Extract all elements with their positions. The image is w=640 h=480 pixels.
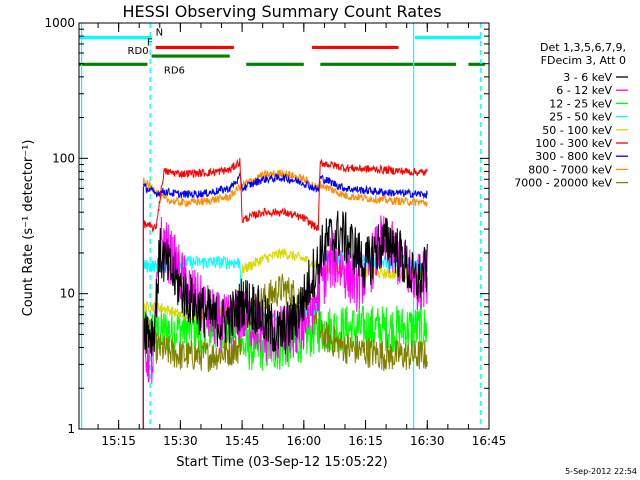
legend-header-line: FDecim 3, Att 0 — [541, 54, 626, 67]
y-tick-label: 1000 — [44, 16, 75, 30]
x-tick-label: 16:30 — [410, 434, 445, 448]
plot-frame — [78, 22, 490, 430]
series-line-3-6-kev — [142, 210, 428, 357]
axes: 1 10 100 1000 15:15 15:30 15:45 16:00 16:15 16:30… — [44, 16, 506, 448]
legend-label: 300 - 800 keV — [535, 150, 612, 163]
legend-label: 50 - 100 keV — [542, 124, 612, 137]
y-tick-label: 100 — [52, 151, 75, 165]
legend-label: 7000 - 20000 keV — [514, 177, 612, 190]
y-tick-label: 10 — [60, 287, 75, 301]
flag-rd6-label: RD6 — [164, 65, 185, 76]
timestamp-label: 5-Sep-2012 22:54 — [565, 467, 637, 476]
legend-header-line: Det 1,3,5,6,7,9, — [540, 41, 626, 54]
chart-title: HESSI Observing Summary Count Rates — [122, 2, 441, 21]
x-tick-label: 15:45 — [225, 434, 260, 448]
x-tick-label: 15:15 — [101, 434, 136, 448]
y-tick-label: 1 — [67, 422, 75, 436]
series-line-7000-20000-kev — [142, 273, 428, 373]
x-tick-label: 15:30 — [163, 434, 198, 448]
legend-label: 100 - 300 keV — [535, 137, 612, 150]
x-tick-label: 16:45 — [472, 434, 507, 448]
flag-n-label: N — [156, 28, 163, 39]
series-line-300-800-kev — [142, 172, 428, 200]
x-tick-label: 16:15 — [348, 434, 383, 448]
legend-label: 3 - 6 keV — [563, 71, 612, 84]
x-tick-label: 16:00 — [287, 434, 322, 448]
legend-label: 6 - 12 keV — [556, 84, 612, 97]
flag-rd0-label: RD0 — [128, 46, 149, 57]
legend-label: 25 - 50 keV — [549, 111, 612, 124]
x-axis-label: Start Time (03-Sep-12 15:05:22) — [176, 455, 387, 470]
plot-background — [79, 23, 489, 429]
y-axis-label: Count Rate (s⁻¹ detector⁻¹) — [21, 140, 36, 317]
plot-area — [79, 23, 489, 429]
series-line-100-300-kev — [142, 157, 428, 234]
legend-label: 12 - 25 keV — [549, 97, 612, 110]
legend: Det 1,3,5,6,7,9,FDecim 3, Att 0 3 - 6 keV… — [514, 41, 628, 190]
legend-label: 800 - 7000 keV — [528, 163, 612, 176]
series-lines — [142, 157, 428, 429]
